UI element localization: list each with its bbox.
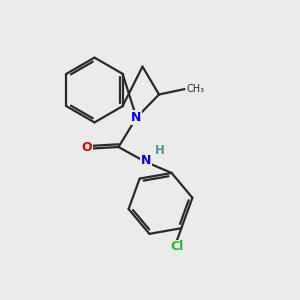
- Text: H: H: [155, 144, 165, 158]
- Text: CH₃: CH₃: [187, 84, 205, 94]
- Text: N: N: [131, 111, 142, 124]
- Text: O: O: [82, 141, 92, 154]
- Text: N: N: [141, 154, 151, 167]
- Text: Cl: Cl: [170, 240, 184, 253]
